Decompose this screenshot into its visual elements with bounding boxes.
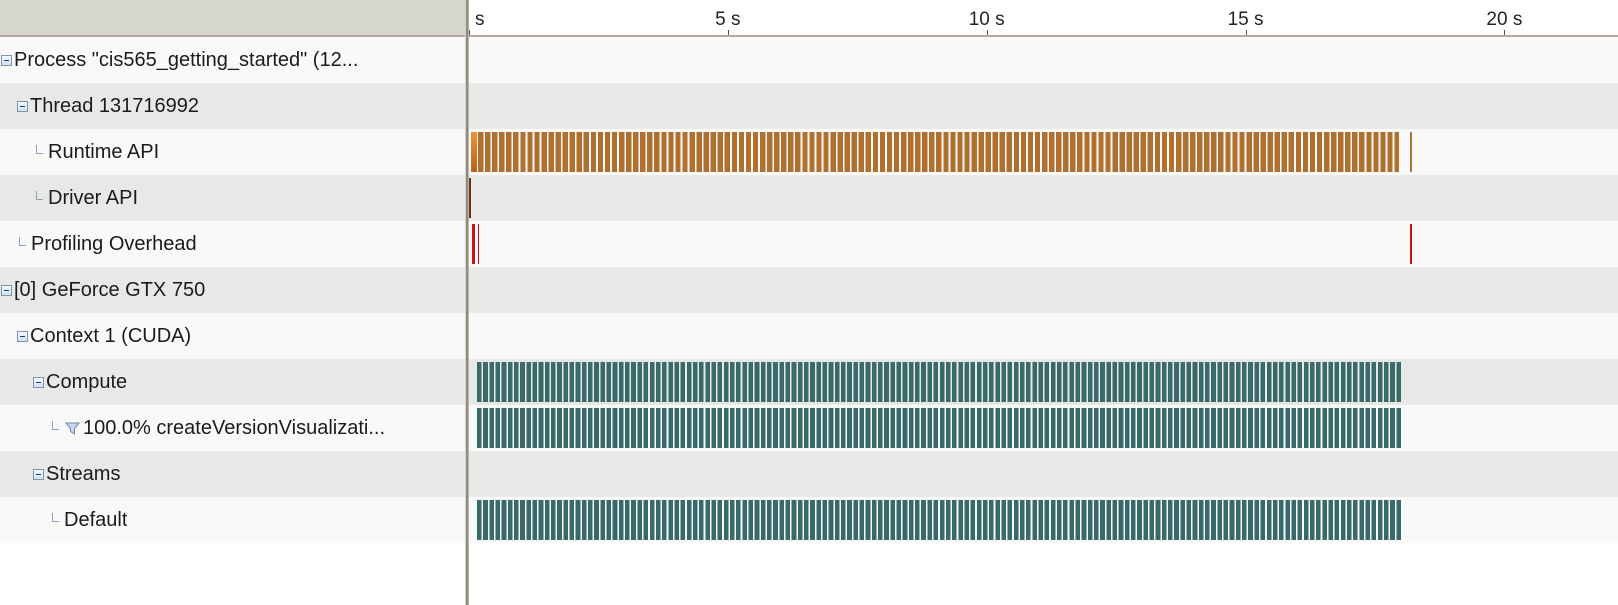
row-label-kernel[interactable]: 100.0% createVersionVisualizati... [0, 405, 518, 451]
timeline-track[interactable] [0, 405, 1618, 451]
timeline-row-context: Context 1 (CUDA) [0, 313, 1618, 359]
branch-connector-icon [52, 420, 59, 430]
row-label-text: Default [64, 508, 128, 531]
collapse-toggle-icon[interactable] [17, 100, 28, 112]
ruler-tick-label: 10 s [968, 9, 1005, 30]
timeline-bar-segment[interactable] [476, 500, 1401, 540]
timeline-bar-segment[interactable] [471, 132, 477, 172]
timeline-track[interactable] [0, 129, 1618, 175]
timeline-bar-segment[interactable] [477, 224, 480, 264]
row-label-text: Runtime API [48, 140, 160, 163]
row-label-text: Driver API [48, 186, 139, 209]
row-label-gpu[interactable]: [0] GeForce GTX 750 [0, 267, 467, 313]
timeline-row-gpu: [0] GeForce GTX 750 [0, 267, 1618, 313]
branch-connector-icon [52, 512, 59, 522]
ruler-tick-label: 5 s [715, 9, 741, 30]
timeline-bar-segment[interactable] [476, 362, 1401, 402]
row-label-text: [0] GeForce GTX 750 [14, 278, 206, 301]
ruler-tick-mark [1504, 30, 1506, 35]
timeline-track[interactable] [0, 497, 1618, 543]
collapse-toggle-icon[interactable] [1, 54, 12, 66]
timeline-row-thread: Thread 131716992 [0, 83, 1618, 129]
ruler-tick-mark [986, 30, 988, 35]
collapse-toggle-icon[interactable] [17, 330, 28, 342]
timeline-row-compute: Compute [0, 359, 1618, 405]
panel-splitter[interactable] [465, 0, 469, 605]
timeline-row-streams: Streams [0, 451, 1618, 497]
timeline-bar-segment[interactable] [476, 408, 1401, 448]
row-label-streams[interactable]: Streams [0, 451, 499, 497]
timeline-bar-segment[interactable] [478, 132, 1400, 172]
row-label-process[interactable]: Process "cis565_getting_started" (12... [0, 37, 467, 83]
timeline-track[interactable] [0, 359, 1618, 405]
row-label-driver-api[interactable]: Driver API [0, 175, 502, 221]
collapse-toggle-icon[interactable] [33, 376, 44, 388]
timeline-row-profiling-overhead: Profiling Overhead [0, 221, 1618, 267]
collapse-toggle-icon[interactable] [33, 468, 44, 480]
timeline-bar-segment[interactable] [472, 224, 476, 264]
row-label-runtime-api[interactable]: Runtime API [0, 129, 502, 175]
timeline-bar-segment[interactable] [467, 178, 471, 218]
timeline-row-default-stream: Default [0, 497, 1618, 543]
row-label-default-stream[interactable]: Default [0, 497, 518, 543]
timeline-rows: Process "cis565_getting_started" (12... … [0, 37, 1618, 543]
ruler-corner-block [0, 0, 466, 35]
row-label-text: Compute [46, 370, 128, 393]
row-label-text: 100.0% createVersionVisualizati... [83, 416, 386, 439]
timeline-track[interactable] [0, 221, 1618, 267]
filter-icon [65, 422, 80, 435]
ruler-tick-mark [727, 30, 729, 35]
timeline-row-runtime-api: Runtime API [0, 129, 1618, 175]
ruler-tick-label: 20 s [1486, 9, 1523, 30]
timeline-ruler[interactable]: s 5 s 10 s 15 s 20 s [0, 0, 1618, 37]
row-label-text: Profiling Overhead [31, 232, 197, 255]
ruler-tick-label: 15 s [1227, 9, 1264, 30]
collapse-toggle-icon[interactable] [1, 284, 12, 296]
branch-connector-icon [36, 144, 43, 154]
timeline-row-driver-api: Driver API [0, 175, 1618, 221]
row-label-text: Streams [46, 462, 121, 485]
ruler-tick-mark [469, 30, 470, 35]
row-label-thread[interactable]: Thread 131716992 [0, 83, 483, 129]
row-label-text: Process "cis565_getting_started" (12... [14, 48, 359, 71]
row-label-text: Thread 131716992 [30, 94, 200, 117]
row-label-text: Context 1 (CUDA) [30, 324, 192, 347]
row-label-compute[interactable]: Compute [0, 359, 499, 405]
timeline-bar-segment[interactable] [1409, 132, 1412, 172]
timeline-row-kernel: 100.0% createVersionVisualizati... [0, 405, 1618, 451]
ruler-tick-label: s [475, 9, 485, 30]
timeline-row-process: Process "cis565_getting_started" (12... [0, 37, 1618, 83]
row-label-context[interactable]: Context 1 (CUDA) [0, 313, 483, 359]
ruler-tick-mark [1245, 30, 1247, 35]
branch-connector-icon [19, 236, 26, 246]
row-label-profiling-overhead[interactable]: Profiling Overhead [0, 221, 485, 267]
branch-connector-icon [36, 190, 43, 200]
timeline-bar-segment[interactable] [1409, 224, 1412, 264]
timeline-track[interactable] [0, 175, 1618, 221]
